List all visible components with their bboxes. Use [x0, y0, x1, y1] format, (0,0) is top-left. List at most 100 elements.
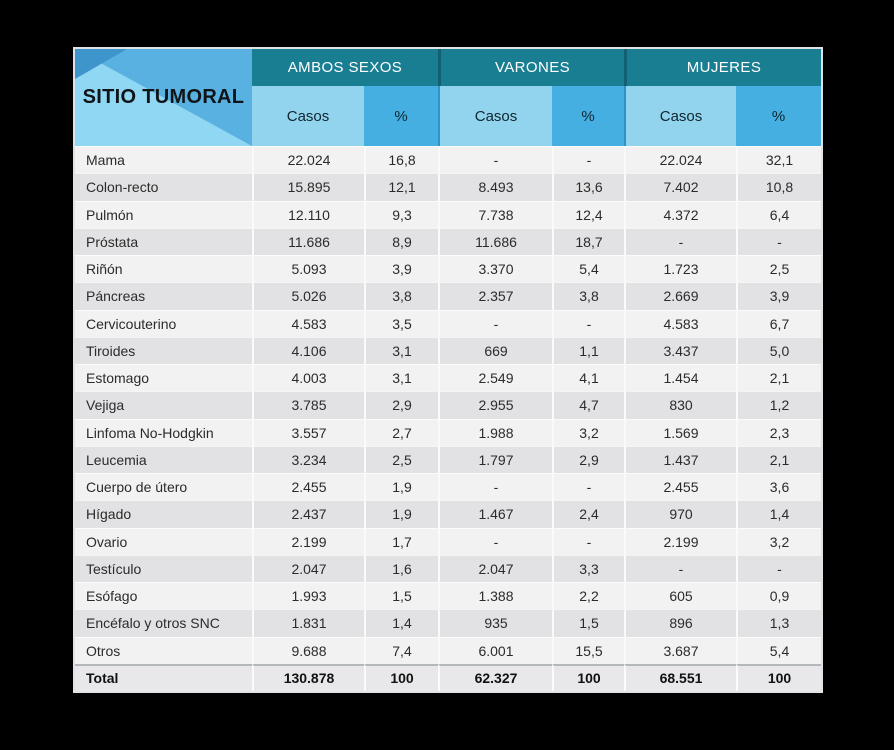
- table-cell: 3.234: [252, 445, 364, 473]
- table-cell: 1.437: [624, 445, 736, 473]
- table-cell: -: [438, 527, 552, 555]
- table-cell: 7,4: [364, 636, 438, 664]
- row-label: Ovario: [75, 527, 252, 555]
- table-cell: 1,4: [364, 609, 438, 637]
- table-cell: 4.583: [624, 309, 736, 337]
- table-cell: 896: [624, 609, 736, 637]
- table-cell: 6,7: [736, 309, 821, 337]
- table-cell: 2.669: [624, 282, 736, 310]
- table-cell: 1,1: [552, 336, 624, 364]
- table-cell: 13,6: [552, 173, 624, 201]
- table-cell: 15,5: [552, 636, 624, 664]
- table-cell: 3,5: [364, 309, 438, 337]
- table-cell: 16,8: [364, 146, 438, 174]
- table-cell: 9.688: [252, 636, 364, 664]
- table-cell: 2,1: [736, 364, 821, 392]
- table-cell: 3,9: [736, 282, 821, 310]
- table-cell: 2,9: [364, 391, 438, 419]
- row-label: Estomago: [75, 364, 252, 392]
- total-cell: 100: [736, 663, 821, 691]
- table-cell: 1,9: [364, 473, 438, 501]
- subheader-pct-ambos: %: [364, 86, 438, 146]
- table-cell: 4.003: [252, 364, 364, 392]
- row-label: Esófago: [75, 582, 252, 610]
- table-cell: 2,7: [364, 418, 438, 446]
- row-label: Cuerpo de útero: [75, 473, 252, 501]
- table-cell: 7.738: [438, 200, 552, 228]
- row-label: Próstata: [75, 227, 252, 255]
- sitio-tumoral-header-cell: SITIO TUMORAL: [75, 49, 252, 146]
- tumor-sites-table: SITIO TUMORAL AMBOS SEXOS VARONES MUJERE…: [75, 49, 821, 691]
- table-cell: 669: [438, 336, 552, 364]
- table-cell: 1,4: [736, 500, 821, 528]
- table-cell: -: [624, 227, 736, 255]
- table-cell: -: [552, 527, 624, 555]
- table-cell: 5.026: [252, 282, 364, 310]
- table-cell: 9,3: [364, 200, 438, 228]
- row-label: Leucemia: [75, 445, 252, 473]
- table-cell: 2.199: [252, 527, 364, 555]
- table-cell: 3,2: [736, 527, 821, 555]
- table-cell: 830: [624, 391, 736, 419]
- row-label: Encéfalo y otros SNC: [75, 609, 252, 637]
- tumor-sites-table-card: SITIO TUMORAL AMBOS SEXOS VARONES MUJERE…: [73, 47, 823, 693]
- table-cell: 4.583: [252, 309, 364, 337]
- table-cell: 1,9: [364, 500, 438, 528]
- table-cell: 605: [624, 582, 736, 610]
- table-cell: 2.955: [438, 391, 552, 419]
- table-cell: 1,5: [552, 609, 624, 637]
- table-cell: 3.557: [252, 418, 364, 446]
- table-cell: 11.686: [438, 227, 552, 255]
- table-cell: 2.357: [438, 282, 552, 310]
- table-cell: 1.988: [438, 418, 552, 446]
- table-cell: 3,1: [364, 364, 438, 392]
- row-label: Colon-recto: [75, 173, 252, 201]
- table-cell: 3.437: [624, 336, 736, 364]
- table-cell: 2.199: [624, 527, 736, 555]
- table-cell: 3,3: [552, 554, 624, 582]
- table-cell: 2.437: [252, 500, 364, 528]
- table-cell: 10,8: [736, 173, 821, 201]
- table-cell: 3.785: [252, 391, 364, 419]
- subheader-pct-varones: %: [552, 86, 624, 146]
- table-cell: 2,2: [552, 582, 624, 610]
- table-cell: 3,8: [364, 282, 438, 310]
- subheader-pct-mujeres: %: [736, 86, 821, 146]
- table-cell: 7.402: [624, 173, 736, 201]
- table-cell: 2,4: [552, 500, 624, 528]
- table-cell: 2.549: [438, 364, 552, 392]
- table-cell: -: [736, 554, 821, 582]
- table-cell: 1.723: [624, 255, 736, 283]
- table-cell: 22.024: [624, 146, 736, 174]
- table-cell: 3,1: [364, 336, 438, 364]
- total-cell: 68.551: [624, 663, 736, 691]
- row-label: Hígado: [75, 500, 252, 528]
- total-cell: 100: [364, 663, 438, 691]
- table-cell: 1.454: [624, 364, 736, 392]
- table-title: SITIO TUMORAL: [82, 86, 245, 108]
- table-cell: 1.569: [624, 418, 736, 446]
- subheader-casos-varones: Casos: [438, 86, 552, 146]
- table-cell: 2.047: [438, 554, 552, 582]
- table-cell: 5,0: [736, 336, 821, 364]
- total-cell: 130.878: [252, 663, 364, 691]
- table-cell: 2.047: [252, 554, 364, 582]
- table-cell: -: [552, 146, 624, 174]
- row-label: Mama: [75, 146, 252, 174]
- table-cell: 1,2: [736, 391, 821, 419]
- table-cell: 8.493: [438, 173, 552, 201]
- total-row-label: Total: [75, 663, 252, 691]
- table-cell: -: [736, 227, 821, 255]
- table-cell: 5,4: [552, 255, 624, 283]
- group-header-varones: VARONES: [438, 49, 624, 86]
- table-cell: 0,9: [736, 582, 821, 610]
- subheader-casos-mujeres: Casos: [624, 86, 736, 146]
- table-cell: 3,6: [736, 473, 821, 501]
- table-cell: 2.455: [252, 473, 364, 501]
- table-cell: 3,2: [552, 418, 624, 446]
- table-cell: 1.797: [438, 445, 552, 473]
- table-cell: 2,5: [736, 255, 821, 283]
- row-label: Páncreas: [75, 282, 252, 310]
- table-cell: 4.106: [252, 336, 364, 364]
- group-header-ambos-sexos: AMBOS SEXOS: [252, 49, 438, 86]
